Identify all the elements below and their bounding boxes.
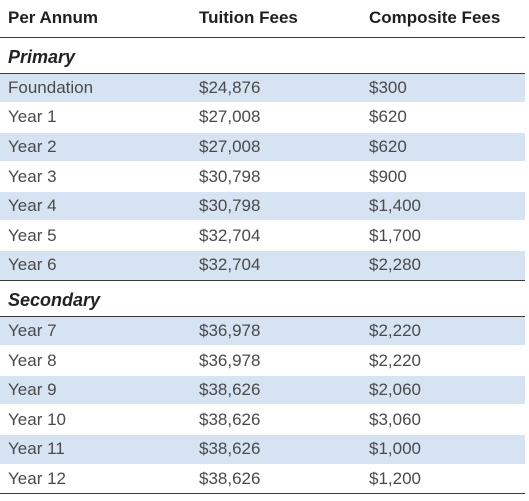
table-row: Year 8 $36,978 $2,220	[0, 345, 525, 376]
tuition-cell: $32,704	[191, 250, 361, 281]
composite-cell: $2,280	[361, 250, 525, 281]
year-cell: Year 4	[0, 191, 191, 222]
table-row: Year 11 $38,626 $1,000	[0, 434, 525, 465]
tuition-cell: $38,626	[191, 404, 361, 436]
tuition-cell: $30,798	[191, 191, 361, 222]
composite-cell: $1,000	[361, 434, 525, 465]
composite-cell: $1,400	[361, 191, 525, 222]
section-title-secondary: Secondary	[0, 280, 525, 317]
composite-cell: $620	[361, 132, 525, 163]
tuition-cell: $32,704	[191, 220, 361, 252]
header-row: Per Annum Tuition Fees Composite Fees	[0, 0, 525, 38]
table-row: Year 3 $30,798 $900	[0, 161, 525, 192]
tuition-cell: $36,978	[191, 345, 361, 376]
table-row: Year 7 $36,978 $2,220	[0, 316, 525, 347]
composite-cell: $1,700	[361, 220, 525, 252]
year-cell: Year 2	[0, 132, 191, 163]
section-title-primary: Primary	[0, 37, 525, 74]
tuition-cell: $27,008	[191, 102, 361, 133]
year-cell: Year 10	[0, 404, 191, 436]
year-cell: Year 9	[0, 375, 191, 406]
table-row: Year 10 $38,626 $3,060	[0, 404, 525, 436]
section-row-primary: Primary	[0, 37, 525, 74]
header-composite-fees: Composite Fees	[361, 0, 525, 38]
header-tuition-fees: Tuition Fees	[191, 0, 361, 38]
tuition-cell: $38,626	[191, 375, 361, 406]
composite-cell: $900	[361, 161, 525, 192]
composite-cell: $2,220	[361, 345, 525, 376]
year-cell: Year 3	[0, 161, 191, 192]
composite-cell: $1,200	[361, 464, 525, 495]
composite-cell: $620	[361, 102, 525, 133]
table-row: Year 6 $32,704 $2,280	[0, 250, 525, 281]
tuition-cell: $24,876	[191, 73, 361, 104]
tuition-cell: $38,626	[191, 434, 361, 465]
year-cell: Year 12	[0, 464, 191, 495]
year-cell: Foundation	[0, 73, 191, 104]
tuition-cell: $36,978	[191, 316, 361, 347]
composite-cell: $2,060	[361, 375, 525, 406]
table-row: Year 4 $30,798 $1,400	[0, 191, 525, 222]
table-row: Year 5 $32,704 $1,700	[0, 220, 525, 252]
composite-cell: $2,220	[361, 316, 525, 347]
composite-cell: $300	[361, 73, 525, 104]
year-cell: Year 8	[0, 345, 191, 376]
tuition-cell: $27,008	[191, 132, 361, 163]
year-cell: Year 5	[0, 220, 191, 252]
composite-cell: $3,060	[361, 404, 525, 436]
tuition-cell: $38,626	[191, 464, 361, 495]
header-per-annum: Per Annum	[0, 0, 191, 38]
table-row: Year 9 $38,626 $2,060	[0, 375, 525, 406]
section-row-secondary: Secondary	[0, 280, 525, 317]
table-row: Foundation $24,876 $300	[0, 73, 525, 104]
year-cell: Year 1	[0, 102, 191, 133]
table-row: Year 2 $27,008 $620	[0, 132, 525, 163]
year-cell: Year 7	[0, 316, 191, 347]
year-cell: Year 11	[0, 434, 191, 465]
tuition-cell: $30,798	[191, 161, 361, 192]
table-row: Year 12 $38,626 $1,200	[0, 464, 525, 495]
year-cell: Year 6	[0, 250, 191, 281]
table-row: Year 1 $27,008 $620	[0, 102, 525, 133]
